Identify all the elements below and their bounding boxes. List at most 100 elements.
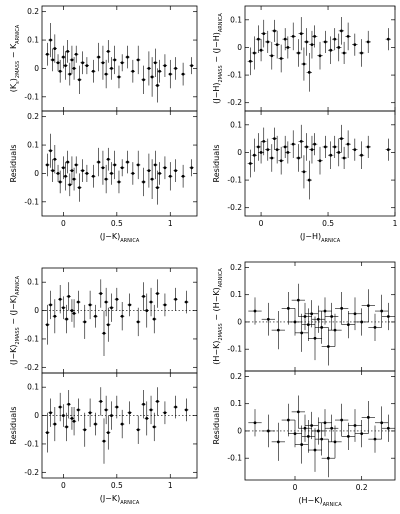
data-point	[58, 297, 62, 301]
y-axis-label: Residuals	[9, 145, 18, 183]
data-point	[360, 153, 363, 157]
data-point	[163, 303, 167, 307]
data-point	[106, 323, 110, 327]
data-point	[58, 69, 62, 73]
panel-p4-top: -0.1 0 0.1 0.2 (H−K)2MASS − (H−K)ARNICA	[212, 261, 396, 372]
panel-p3-bottom: 0 0.5 1 -0.2 -0.1 0 0.1 Residuals (J−K)ARNICA	[9, 372, 198, 506]
data-point	[83, 320, 87, 324]
x-tick-label: 0	[293, 483, 298, 492]
data-point	[302, 170, 306, 174]
data-point	[313, 336, 317, 340]
data-point	[273, 137, 276, 141]
y-tick-label: -0.2	[227, 98, 242, 107]
data-point	[184, 300, 188, 304]
data-point	[299, 139, 303, 143]
data-point	[353, 424, 357, 427]
y-tick-label: 0.2	[27, 7, 39, 16]
data-point	[70, 309, 74, 312]
y-tick-label: -0.2	[24, 468, 39, 477]
x-axis-label: (J−K)ARNICA	[100, 232, 140, 244]
data-point	[158, 69, 161, 73]
data-point	[360, 51, 363, 55]
data-point	[102, 439, 106, 443]
data-point	[156, 84, 159, 87]
data-point	[61, 55, 65, 59]
data-point	[386, 426, 390, 430]
data-point	[259, 151, 263, 154]
data-point	[74, 163, 78, 167]
data-point	[128, 411, 132, 415]
panel-p2-top: -0.2 -0.1 0 0.1 (J−H)2MASS − (J−H)ARNICA	[212, 5, 396, 112]
data-point	[156, 399, 159, 403]
data-point	[276, 440, 280, 444]
data-point	[286, 306, 290, 310]
data-point	[145, 309, 149, 312]
data-point	[307, 178, 311, 182]
data-point	[78, 186, 81, 190]
data-point	[283, 37, 287, 41]
data-point	[49, 411, 52, 415]
data-point	[163, 166, 167, 170]
data-point	[104, 72, 108, 76]
y-tick-label: -0.1	[24, 197, 39, 206]
panel-p4-bottom: 0 0.2 -0.1 0 0.1 0.2 Residuals (H−K)ARNICA	[212, 370, 396, 508]
data-point	[279, 159, 283, 163]
data-point	[88, 303, 92, 307]
data-point	[67, 402, 71, 406]
data-point	[126, 160, 129, 164]
data-point	[318, 54, 322, 58]
data-point	[45, 163, 49, 167]
plot-frame	[244, 370, 396, 481]
data-point	[275, 43, 279, 47]
panel-p3-top: -0.2 -0.1 0 0.1 (J−K)2MASS − (J−K)ARNICA	[9, 267, 198, 374]
data-point	[340, 418, 344, 422]
data-point	[101, 61, 105, 65]
data-point	[78, 78, 81, 82]
data-point	[152, 425, 156, 429]
y-tick-label: 0.1	[230, 15, 242, 24]
data-point	[190, 64, 194, 67]
data-point	[297, 156, 300, 160]
data-point	[68, 183, 72, 187]
data-point	[333, 440, 337, 444]
data-point	[101, 166, 105, 170]
data-point	[53, 314, 57, 318]
data-point	[252, 51, 256, 55]
data-point	[49, 38, 52, 42]
data-point	[253, 421, 257, 425]
data-point	[248, 162, 252, 165]
data-point	[248, 59, 252, 63]
plot-frame	[41, 267, 198, 374]
y-tick-label: 0.1	[230, 399, 242, 408]
data-point	[142, 78, 145, 82]
data-point	[190, 166, 194, 170]
data-point	[296, 410, 300, 414]
data-point	[313, 34, 317, 38]
data-point	[51, 169, 55, 172]
data-point	[333, 145, 337, 149]
y-tick-label: 0	[237, 148, 242, 157]
data-point	[142, 402, 145, 406]
data-point	[67, 294, 71, 298]
y-tick-label: -0.1	[227, 176, 242, 185]
data-point	[366, 145, 370, 149]
data-point	[296, 298, 300, 302]
data-point	[380, 421, 384, 425]
data-point	[68, 72, 72, 76]
data-point	[153, 163, 157, 167]
data-point	[115, 297, 119, 301]
data-point	[65, 425, 68, 429]
y-tick-label: -0.1	[24, 439, 39, 448]
data-point	[142, 180, 145, 184]
data-point	[330, 315, 334, 318]
data-point	[346, 142, 350, 146]
y-tick-label: -0.1	[227, 345, 242, 354]
y-tick-label: 0.1	[27, 278, 39, 287]
data-point	[323, 40, 327, 44]
data-point	[300, 331, 304, 335]
data-point	[313, 448, 317, 452]
data-point	[147, 169, 151, 172]
data-point	[61, 306, 65, 310]
data-point	[131, 69, 135, 73]
data-point	[320, 437, 324, 441]
